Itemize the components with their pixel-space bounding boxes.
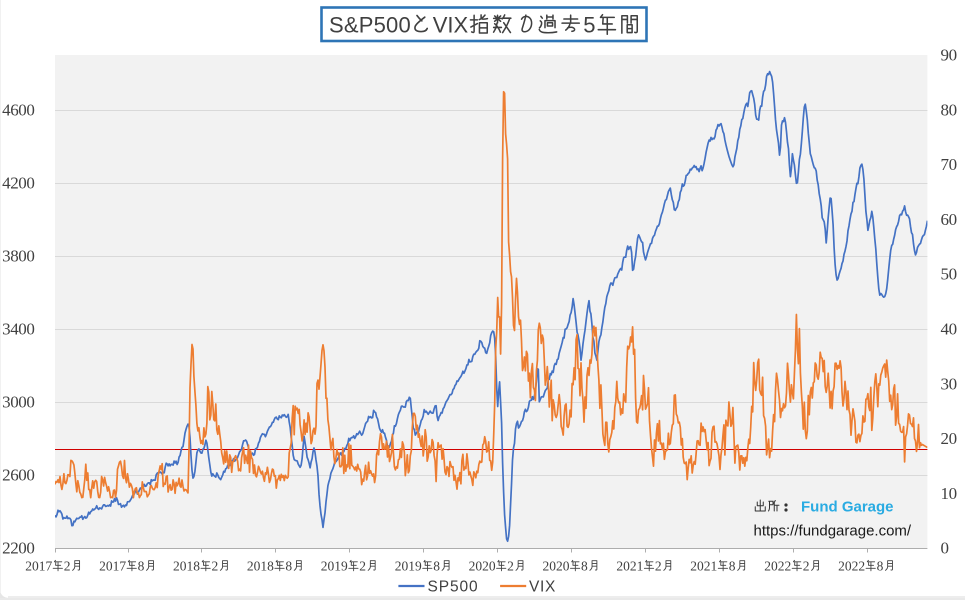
svg-text:4200: 4200 xyxy=(2,174,34,193)
svg-text:2017: 2017 xyxy=(99,559,126,574)
svg-text:8: 8 xyxy=(877,559,884,574)
svg-text:90: 90 xyxy=(941,46,957,65)
svg-text:2018: 2018 xyxy=(173,559,200,574)
svg-text:2: 2 xyxy=(64,559,71,574)
svg-text:2: 2 xyxy=(655,559,662,574)
svg-text:80: 80 xyxy=(941,100,957,119)
svg-text:0: 0 xyxy=(941,539,949,558)
svg-text:3400: 3400 xyxy=(2,320,34,339)
svg-text:2200: 2200 xyxy=(2,539,34,558)
svg-text:8: 8 xyxy=(433,559,440,574)
svg-text:2021: 2021 xyxy=(690,559,717,574)
svg-text:SP500: SP500 xyxy=(428,579,479,596)
svg-text:4600: 4600 xyxy=(2,101,34,120)
svg-text:2: 2 xyxy=(507,559,514,574)
svg-text:2600: 2600 xyxy=(2,466,34,485)
svg-text:2: 2 xyxy=(212,559,219,574)
svg-text:2020: 2020 xyxy=(543,559,570,574)
svg-text:https://fundgarage.com/: https://fundgarage.com/ xyxy=(754,523,912,540)
svg-text:2022: 2022 xyxy=(838,559,865,574)
svg-text:70: 70 xyxy=(941,155,957,174)
svg-text:2022: 2022 xyxy=(764,559,791,574)
svg-text:2019: 2019 xyxy=(321,559,348,574)
svg-text:2: 2 xyxy=(803,559,810,574)
svg-text:50: 50 xyxy=(941,265,957,284)
svg-text:10: 10 xyxy=(941,484,957,503)
svg-text:S&P500: S&P500 xyxy=(329,12,411,37)
svg-text:3800: 3800 xyxy=(2,247,34,266)
svg-text:5: 5 xyxy=(583,12,595,37)
svg-text:2017: 2017 xyxy=(25,559,52,574)
svg-text:8: 8 xyxy=(285,559,292,574)
svg-text:8: 8 xyxy=(581,559,588,574)
svg-text:2021: 2021 xyxy=(616,559,643,574)
svg-text:3000: 3000 xyxy=(2,393,34,412)
svg-text:8: 8 xyxy=(729,559,736,574)
svg-text:Fund Garage: Fund Garage xyxy=(801,499,894,516)
svg-text:VIX: VIX xyxy=(433,12,469,37)
svg-text:20: 20 xyxy=(941,429,957,448)
svg-text:2020: 2020 xyxy=(469,559,496,574)
svg-text:2: 2 xyxy=(359,559,366,574)
svg-text:40: 40 xyxy=(941,320,957,339)
svg-text:2019: 2019 xyxy=(395,559,422,574)
svg-text:30: 30 xyxy=(941,374,957,393)
svg-text:2018: 2018 xyxy=(247,559,274,574)
svg-text:VIX: VIX xyxy=(529,579,556,596)
svg-text:8: 8 xyxy=(138,559,145,574)
svg-text:60: 60 xyxy=(941,210,957,229)
